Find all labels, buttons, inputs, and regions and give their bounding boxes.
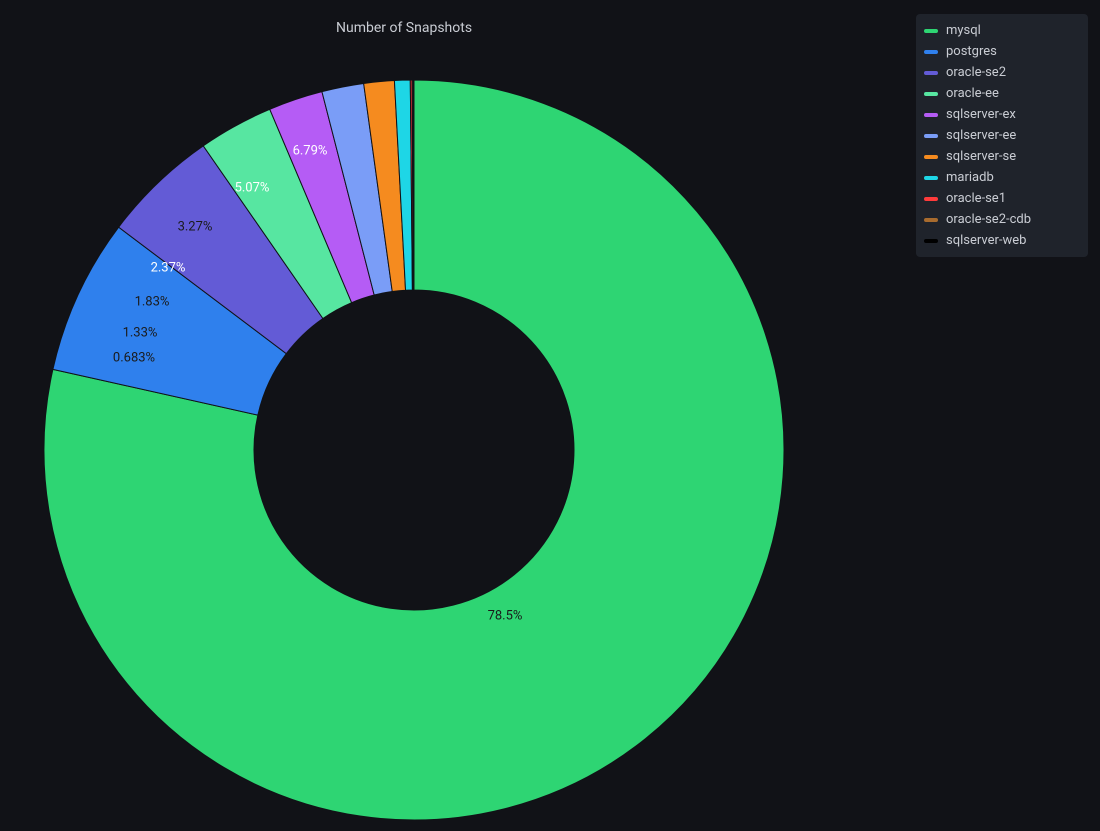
legend-label: oracle-se1 [946,191,1006,206]
legend-swatch [924,50,938,54]
legend-item[interactable]: sqlserver-se [924,146,1078,167]
legend-item[interactable]: postgres [924,41,1078,62]
legend-label: postgres [946,44,997,59]
legend-label: oracle-ee [946,86,999,101]
legend-swatch [924,71,938,75]
legend-label: oracle-se2-cdb [946,212,1031,227]
legend-label: mysql [946,23,981,38]
legend-swatch [924,113,938,117]
legend-label: sqlserver-ex [946,107,1016,122]
legend-label: oracle-se2 [946,65,1006,80]
legend-label: sqlserver-web [946,233,1026,248]
legend-swatch [924,134,938,138]
donut-slice[interactable] [413,80,414,290]
legend-item[interactable]: sqlserver-ex [924,104,1078,125]
legend-label: sqlserver-se [946,149,1016,164]
legend-item[interactable]: oracle-se1 [924,188,1078,209]
legend-swatch [924,92,938,96]
legend-swatch [924,218,938,222]
legend-item[interactable]: mariadb [924,167,1078,188]
legend-swatch [924,176,938,180]
legend-swatch [924,155,938,159]
legend-item[interactable]: oracle-se2 [924,62,1078,83]
legend-item[interactable]: mysql [924,20,1078,41]
legend-label: mariadb [946,170,994,185]
legend-item[interactable]: sqlserver-web [924,230,1078,251]
chart-legend: mysql postgres oracle-se2 oracle-ee sqlserve… [916,14,1088,257]
legend-swatch [924,29,938,33]
legend-item[interactable]: oracle-ee [924,83,1078,104]
legend-label: sqlserver-ee [946,128,1016,143]
legend-swatch [924,239,938,243]
legend-item[interactable]: oracle-se2-cdb [924,209,1078,230]
legend-swatch [924,197,938,201]
legend-item[interactable]: sqlserver-ee [924,125,1078,146]
